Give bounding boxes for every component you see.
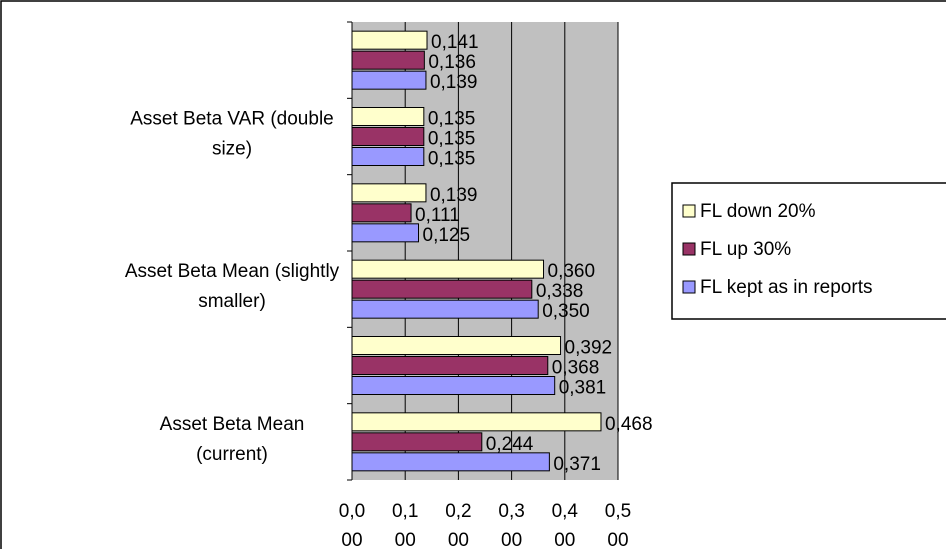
data-label-3-0: 0,139 [430, 185, 478, 206]
legend-label-0: FL down 20% [700, 201, 816, 222]
plot-area: 0,0 00 0,1 00 0,2 00 0,3 00 0,4 00 0,5 00 0,468 0,244… [125, 21, 653, 549]
data-label-4-1: 0,135 [428, 129, 476, 150]
category-label-2-1: smaller) [198, 291, 266, 312]
x-tick-label-2-0: 0,2 [445, 501, 471, 522]
bar-0-2 [351, 452, 550, 472]
x-tick-label-4-0: 0,4 [552, 501, 579, 522]
legend-label-2: FL kept as in reports [700, 277, 872, 298]
legend-swatch-1 [682, 242, 696, 256]
bar-4-2 [351, 147, 425, 166]
category-label-0-0: Asset Beta Mean [160, 414, 305, 435]
data-label-3-1: 0,111 [415, 205, 460, 226]
x-tick-label-5-1: 00 [607, 530, 628, 549]
data-label-0-1: 0,244 [486, 434, 534, 455]
data-label-0-0: 0,468 [605, 414, 653, 435]
data-label-2-2: 0,350 [542, 301, 590, 322]
x-tick-label-5-0: 0,5 [605, 501, 631, 522]
category-label-4-0: Asset Beta VAR (double [130, 109, 333, 130]
x-tick-label-1-0: 0,1 [392, 501, 418, 522]
x-tick-label-3-1: 00 [501, 530, 522, 549]
bar-0-1 [351, 432, 483, 452]
x-tick-label-2-1: 00 [448, 530, 469, 549]
data-label-2-0: 0,360 [548, 261, 596, 282]
bar-4-1 [351, 127, 425, 146]
bar-5-2 [351, 70, 427, 90]
bar-1-0 [351, 336, 562, 355]
legend-label-1: FL up 30% [700, 239, 791, 260]
bar-1-1 [351, 356, 549, 375]
category-label-0-1: (current) [196, 444, 268, 465]
x-tick-label-0-1: 00 [341, 530, 362, 549]
bar-2-2 [351, 299, 539, 319]
data-label-4-0: 0,135 [428, 109, 476, 130]
x-tick-label-4-1: 00 [554, 530, 575, 549]
data-label-4-2: 0,135 [428, 149, 476, 170]
data-label-2-1: 0,338 [536, 281, 584, 302]
data-label-5-0: 0,141 [431, 32, 479, 53]
data-label-1-1: 0,368 [552, 358, 600, 379]
bar-5-1 [351, 50, 425, 70]
data-label-0-2: 0,371 [553, 454, 601, 475]
legend-swatch-2 [682, 280, 696, 294]
bar-5-0 [351, 30, 428, 50]
bar-0-0 [351, 412, 602, 432]
x-tick-label-3-0: 0,3 [498, 501, 524, 522]
data-label-5-2: 0,139 [430, 72, 478, 93]
category-label-4-1: size) [212, 139, 252, 160]
data-label-3-2: 0,125 [423, 225, 471, 246]
category-label-2-0: Asset Beta Mean (slightly [125, 261, 340, 282]
data-label-5-1: 0,136 [428, 52, 476, 73]
bar-3-0 [351, 183, 427, 203]
bar-1-2 [351, 376, 556, 395]
bar-3-1 [351, 203, 412, 223]
plot-background [352, 22, 618, 480]
x-tick-label-1-1: 00 [395, 530, 416, 549]
legend: FL down 20% FL up 30% FL kept as in report… [671, 182, 946, 320]
bar-2-0 [351, 259, 545, 279]
bar-4-0 [351, 107, 425, 126]
bar-3-2 [351, 223, 419, 243]
x-tick-label-0-0: 0,0 [339, 501, 365, 522]
legend-swatch-0 [682, 204, 696, 218]
legend-box [671, 182, 946, 320]
bar-2-1 [351, 279, 533, 299]
data-label-1-2: 0,381 [559, 378, 607, 399]
data-label-1-0: 0,392 [565, 338, 613, 359]
